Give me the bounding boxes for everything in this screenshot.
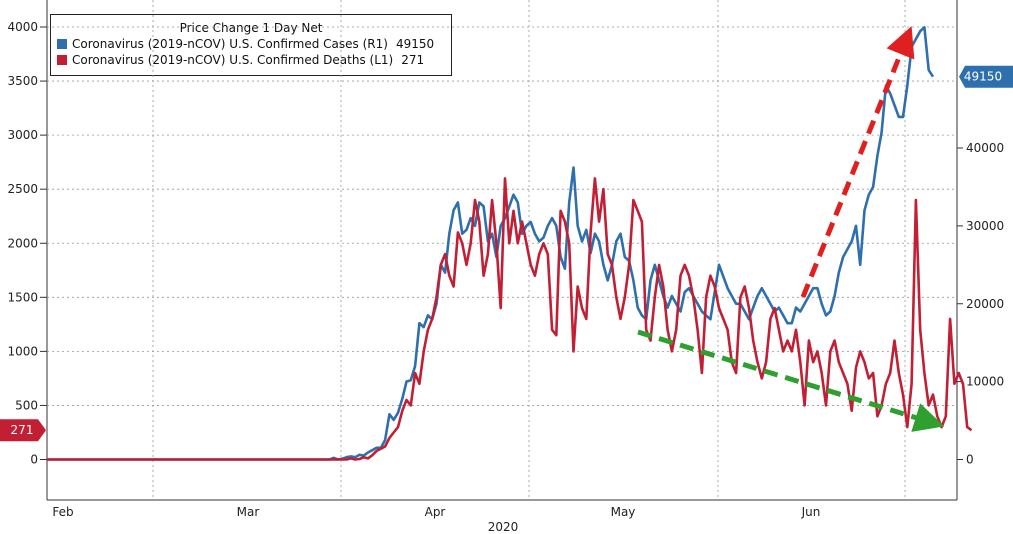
last-value-text-deaths: 271: [11, 423, 34, 437]
legend-value-deaths: 271: [401, 53, 425, 67]
last-value-badge-deaths: [0, 419, 46, 442]
x-tick-label: Jun: [801, 505, 821, 519]
y-right-tick-label: 0: [966, 453, 974, 467]
trend-arrow-up: [800, 26, 915, 298]
x-tick-label: May: [611, 505, 636, 519]
legend-label-deaths: Coronavirus (2019-nCOV) U.S. Confirmed D…: [72, 53, 394, 67]
trend-arrow-down: [637, 329, 945, 432]
y-left-tick-label: 1000: [7, 344, 38, 358]
x-tick-label: Feb: [52, 505, 73, 519]
last-value-badge-cases: [959, 65, 1013, 88]
legend-swatch-deaths: [57, 55, 67, 65]
legend-swatch-cases: [57, 39, 67, 49]
x-tick-label: Mar: [237, 505, 260, 519]
y-left-tick-label: 3000: [7, 128, 38, 142]
legend-title: Price Change 1 Day Net: [179, 21, 323, 35]
legend-label-cases: Coronavirus (2019-nCOV) U.S. Confirmed C…: [72, 37, 388, 51]
y-left-tick-label: 1500: [7, 290, 38, 304]
y-right-tick-label: 20000: [966, 297, 1004, 311]
y-left-tick-label: 2500: [7, 182, 38, 196]
legend-value-cases: 49150: [395, 37, 435, 51]
legend-item-deaths: Coronavirus (2019-nCOV) U.S. Confirmed D…: [57, 53, 451, 67]
y-left-tick-label: 0: [30, 453, 38, 467]
y-left-tick-label: 3500: [7, 74, 38, 88]
legend-item-cases: Coronavirus (2019-nCOV) U.S. Confirmed C…: [57, 37, 451, 51]
legend: Price Change 1 Day Net Coronavirus (2019…: [50, 14, 452, 76]
x-axis-label: 2020: [488, 520, 519, 534]
y-right-tick-label: 10000: [966, 375, 1004, 389]
last-value-text-cases: 49150: [964, 70, 1002, 84]
x-tick-label: Apr: [425, 505, 446, 519]
y-right-tick-label: 40000: [966, 141, 1004, 155]
y-right-tick-label: 30000: [966, 219, 1004, 233]
series-line-deaths: [47, 177, 973, 461]
y-left-tick-label: 2000: [7, 236, 38, 250]
y-left-tick-label: 500: [15, 398, 38, 412]
y-left-tick-label: 4000: [7, 20, 38, 34]
